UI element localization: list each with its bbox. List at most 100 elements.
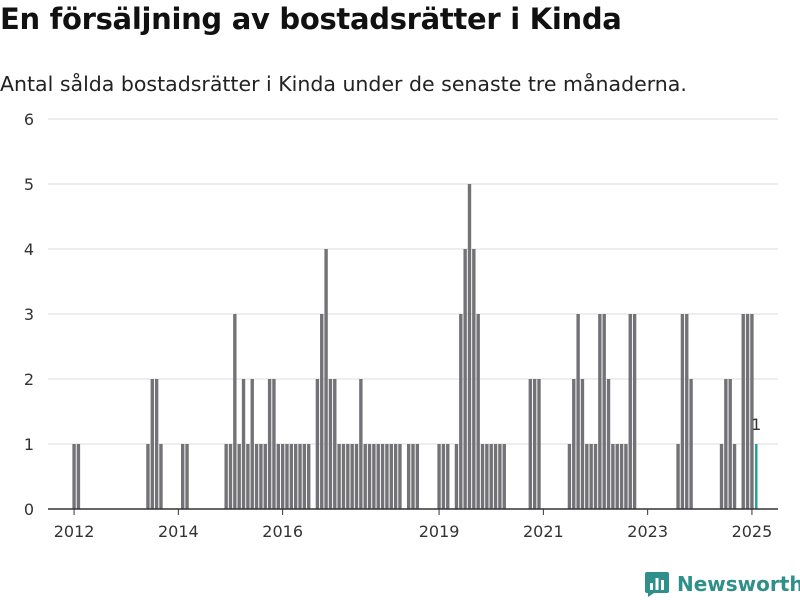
y-tick-label: 2: [24, 370, 34, 389]
y-tick-label: 4: [24, 240, 34, 259]
bar: [498, 444, 502, 509]
bar: [406, 444, 411, 509]
bar: [372, 444, 376, 509]
bar: [593, 444, 598, 509]
bar: [398, 444, 402, 509]
bar: [745, 314, 750, 509]
bar: [246, 444, 250, 509]
bar: [676, 444, 680, 509]
x-tick-label: 2016: [262, 522, 303, 541]
x-tick-label: 2025: [732, 522, 773, 541]
axes: 0 1 2 3 4 5 6 1 2012 2014 2016 2019 2021 2023 2025: [24, 110, 778, 541]
bar: [437, 444, 441, 509]
bar: [276, 444, 280, 509]
bar: [741, 314, 745, 509]
bar: [389, 444, 393, 509]
bar: [298, 444, 302, 509]
brand: Newsworthy: [644, 568, 800, 600]
x-tick-label: 2014: [158, 522, 199, 541]
bar: [441, 444, 446, 509]
bar: [415, 444, 420, 509]
bar: [341, 444, 346, 509]
bar: [380, 444, 385, 509]
bar: [328, 379, 333, 509]
bar: [259, 444, 263, 509]
bar: [532, 379, 537, 509]
bar: [459, 314, 463, 509]
y-tick-label: 5: [24, 175, 34, 194]
bar: [480, 444, 485, 509]
x-tick-label: 2023: [627, 522, 668, 541]
bar: [528, 379, 533, 509]
bar: [72, 444, 76, 509]
bar: [572, 379, 576, 509]
bar: [719, 444, 724, 509]
bar: [606, 379, 611, 509]
bar: [324, 249, 328, 509]
x-tick-label: 2012: [54, 522, 95, 541]
bar: [337, 444, 341, 509]
bar: [146, 444, 150, 509]
bar: [302, 444, 307, 509]
bar: [624, 444, 628, 509]
bar: [233, 314, 237, 509]
bar: [241, 379, 246, 509]
bar: [732, 444, 737, 509]
brand-name: Newsworthy: [677, 572, 800, 596]
bar: [250, 379, 254, 509]
bar: [237, 444, 241, 509]
bar: [376, 444, 380, 509]
highlighted-bar: [755, 444, 758, 509]
chart-title: En försäljning av bostadsrätter i Kinda: [0, 2, 622, 36]
bar: [385, 444, 389, 509]
bar: [307, 444, 311, 509]
bar: [367, 444, 372, 509]
bar: [411, 444, 415, 509]
x-tick-label: 2019: [419, 522, 460, 541]
bar: [537, 379, 541, 509]
bar: [467, 184, 472, 509]
bar: [293, 444, 298, 509]
bar: [489, 444, 493, 509]
bar: [728, 379, 732, 509]
bar: [315, 379, 320, 509]
bar: [393, 444, 398, 509]
bar: [263, 444, 267, 509]
bar: [580, 379, 585, 509]
bar: [632, 314, 637, 509]
bar: [502, 444, 506, 509]
bar: [493, 444, 498, 509]
bar: [76, 444, 81, 509]
gridlines: [48, 118, 778, 445]
bars: [72, 184, 758, 509]
bar: [585, 444, 589, 509]
bar: [446, 444, 450, 509]
bar: [454, 444, 459, 509]
bar: [463, 249, 467, 509]
bar-chart: 0 1 2 3 4 5 6 1 2012 2014 2016 2019 2021 2023 2025: [24, 110, 778, 541]
bar: [685, 314, 689, 509]
bar: [267, 379, 272, 509]
bar: [154, 379, 159, 509]
bar: [628, 314, 632, 509]
bar: [224, 444, 228, 509]
newsworthy-logo-icon: [645, 572, 669, 597]
bar: [615, 444, 619, 509]
bar: [354, 444, 359, 509]
bar: [320, 314, 324, 509]
bar: [289, 444, 294, 509]
bar: [272, 379, 276, 509]
bar: [750, 314, 754, 509]
bar: [485, 444, 489, 509]
bar: [254, 444, 259, 509]
x-tick-label: 2021: [523, 522, 564, 541]
bar: [576, 314, 580, 509]
bar: [359, 379, 363, 509]
chart-subtitle: Antal sålda bostadsrätter i Kinda under …: [0, 72, 687, 96]
bar: [476, 314, 480, 509]
bar: [350, 444, 354, 509]
bar: [472, 249, 476, 509]
y-tick-label: 3: [24, 305, 34, 324]
bar: [346, 444, 350, 509]
y-tick-label: 6: [24, 110, 34, 129]
